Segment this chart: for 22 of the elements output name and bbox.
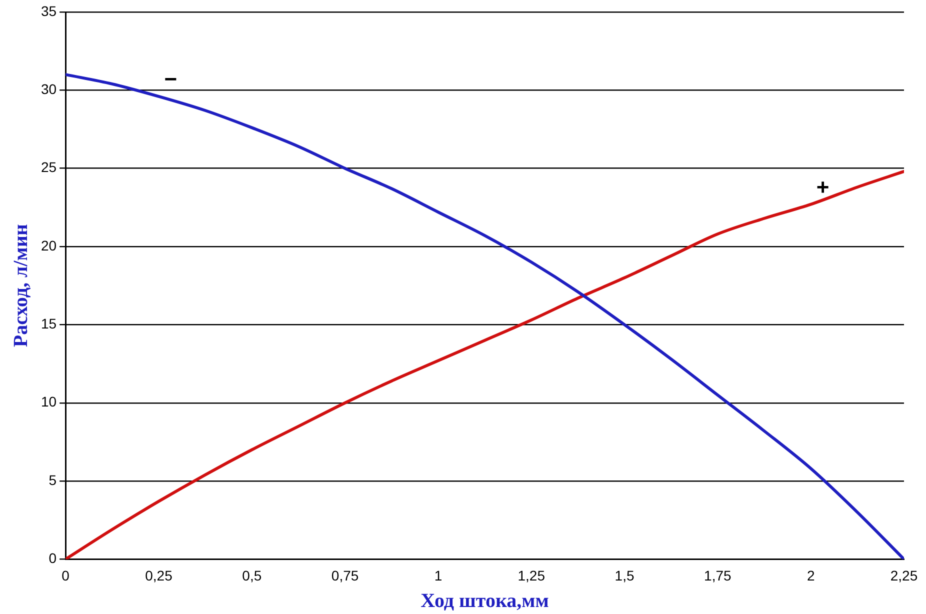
x-tick-label: 2 (806, 567, 815, 584)
x-tick-label: 1,25 (518, 567, 546, 584)
y-tick-label: 35 (40, 2, 57, 19)
y-tick-label: 10 (40, 394, 57, 410)
y-tick-label: 0 (48, 550, 57, 566)
y-tick-label: 25 (40, 159, 57, 176)
x-tick-label: 2,25 (890, 567, 918, 584)
x-tick-label: 1 (434, 567, 442, 584)
x-axis-title: Ход штока,мм (420, 590, 549, 612)
x-tick-label: 1,75 (704, 567, 732, 584)
y-tick-label: 5 (48, 472, 57, 488)
x-tick-label: 0,25 (145, 567, 173, 584)
y-tick-label: 20 (40, 237, 57, 254)
y-tick-label: 30 (40, 81, 57, 98)
x-tick-label: 0 (62, 567, 70, 584)
series-label: + (816, 174, 830, 200)
y-axis-title: Расход, л/мин (10, 224, 32, 348)
series-label: − (164, 66, 178, 92)
x-tick-label: 0,5 (242, 567, 262, 584)
x-tick-label: 0,75 (331, 567, 359, 584)
y-tick-label: 15 (40, 316, 57, 332)
x-tick-label: 1,5 (614, 567, 634, 584)
